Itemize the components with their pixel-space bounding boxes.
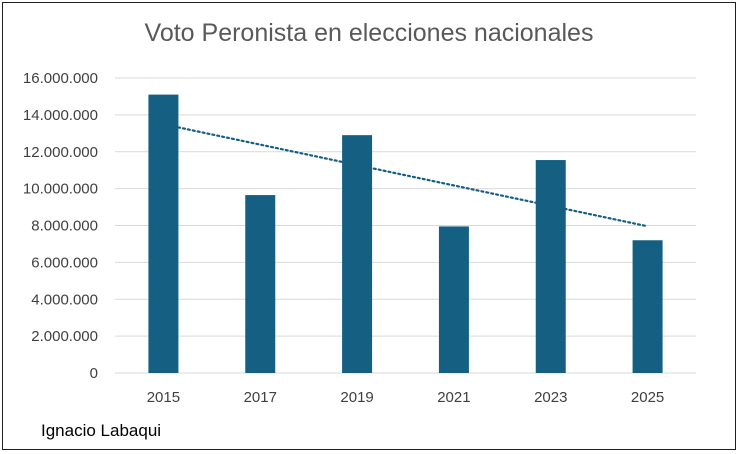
x-tick-label: 2025 [631, 389, 664, 406]
y-axis-ticks: 0 2.000.000 4.000.000 6.000.000 8.000.000 10.… [23, 70, 98, 382]
y-tick-label: 12.000.000 [23, 144, 98, 161]
y-tick-label: 6.000.000 [31, 254, 98, 271]
bar-2015 [148, 94, 179, 373]
x-tick-label: 2023 [534, 389, 567, 406]
y-tick-label: 2.000.000 [31, 328, 98, 345]
y-tick-label: 16.000.000 [23, 70, 98, 87]
trendline-group [162, 123, 649, 228]
x-axis-ticks: 2015 2017 2019 2021 2023 2025 [147, 389, 665, 406]
bars [148, 94, 663, 373]
gridlines [115, 77, 696, 374]
x-tick-label: 2017 [244, 389, 277, 406]
bar-2023 [535, 160, 566, 373]
x-tick-label: 2015 [147, 389, 180, 406]
chart-title: Voto Peronista en elecciones nacionales [145, 19, 594, 47]
y-tick-label: 0 [90, 365, 98, 382]
x-tick-label: 2019 [340, 389, 373, 406]
y-tick-label: 10.000.000 [23, 181, 98, 198]
y-tick-label: 14.000.000 [23, 107, 98, 124]
bar-2019 [342, 135, 373, 373]
bar-2021 [438, 226, 469, 373]
author-credit: Ignacio Labaqui [41, 421, 162, 440]
bar-2025 [632, 240, 663, 373]
x-tick-label: 2021 [437, 389, 470, 406]
y-tick-label: 4.000.000 [31, 291, 98, 308]
y-tick-label: 8.000.000 [31, 218, 98, 235]
bar-2017 [245, 195, 276, 373]
trendline [162, 123, 649, 228]
